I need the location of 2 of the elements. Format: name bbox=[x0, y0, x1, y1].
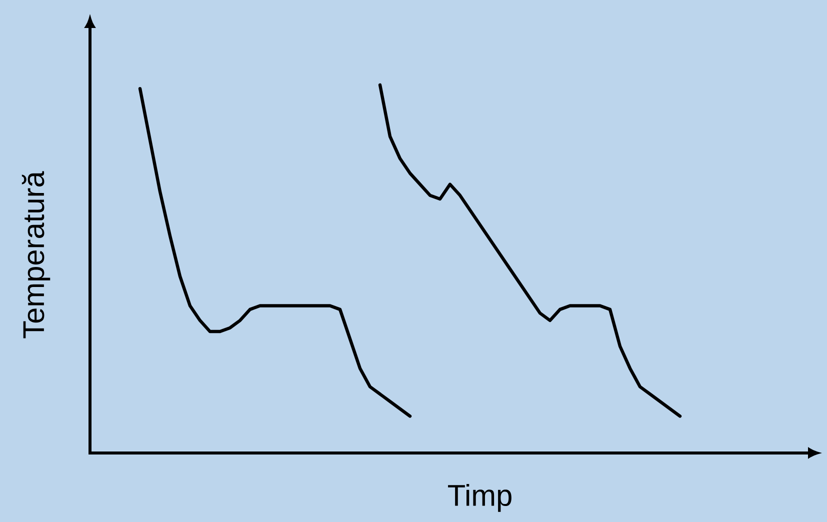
x-axis-title: Timp bbox=[448, 484, 512, 512]
y-axis-title: Temperatură bbox=[22, 171, 50, 338]
